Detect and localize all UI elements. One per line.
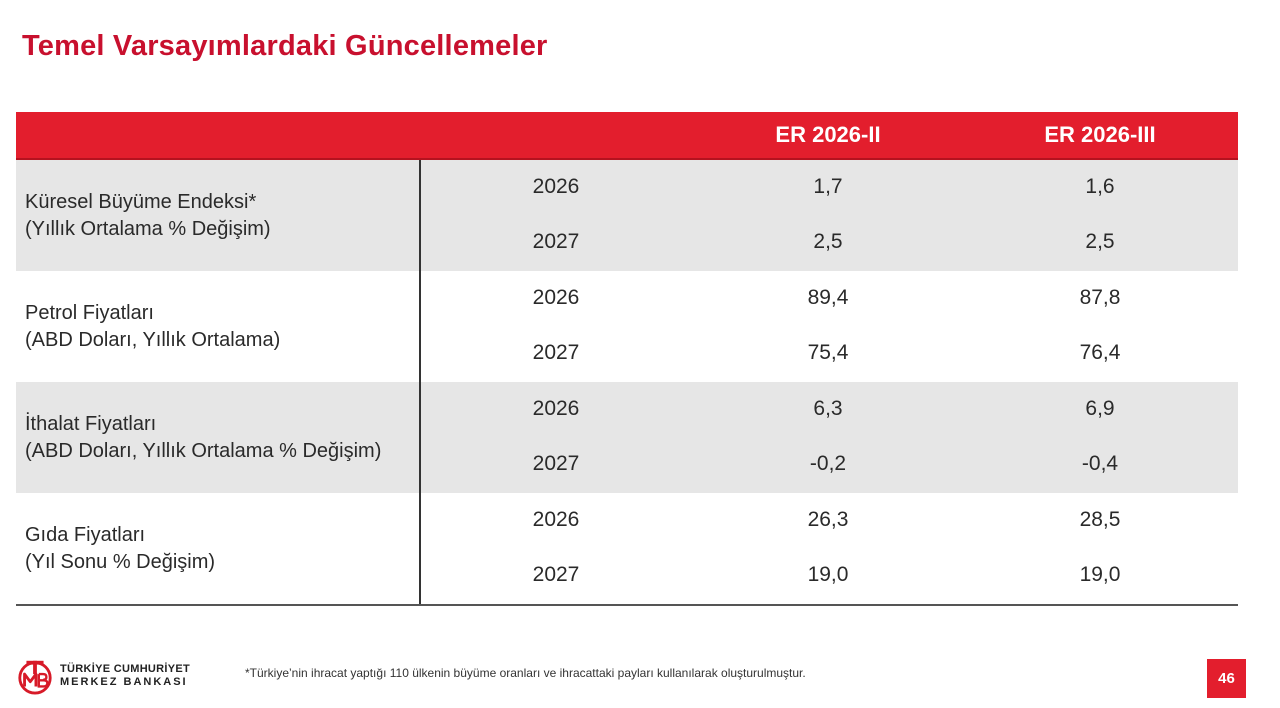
value-cell: 87,8 <box>1079 286 1121 309</box>
value-cell: -0,2 <box>809 452 847 475</box>
value-cell: 2,5 <box>813 230 843 253</box>
value-cell: 6,3 <box>813 397 843 420</box>
year-cell: 2027 <box>532 341 580 364</box>
year-cell: 2026 <box>532 286 580 309</box>
value-cell: 2,5 <box>1085 230 1115 253</box>
row-label-title: Küresel Büyüme Endeksi* <box>25 190 257 213</box>
tcmb-logo-icon <box>18 660 52 695</box>
page-number: 46 <box>1207 659 1246 698</box>
table-header: ER 2026-II ER 2026-III <box>16 112 1238 160</box>
year-cell: 2026 <box>532 175 580 198</box>
logo-line-2: MERKEZ BANKASI <box>60 676 188 688</box>
row-label-subtitle: (Yıl Sonu % Değişim) <box>25 550 216 573</box>
assumptions-table: ER 2026-II ER 2026-III Küresel Büyüme En… <box>16 112 1238 606</box>
row-label: Petrol Fiyatları (ABD Doları, Yıllık Ort… <box>25 271 425 382</box>
value-cell: 1,6 <box>1085 175 1115 198</box>
year-cell: 2027 <box>532 563 580 586</box>
year-cell: 2027 <box>532 452 580 475</box>
value-cell: 19,0 <box>1079 563 1121 586</box>
table-group-global-growth: Küresel Büyüme Endeksi* (Yıllık Ortalama… <box>16 160 1238 271</box>
row-label-subtitle: (Yıllık Ortalama % Değişim) <box>25 217 271 240</box>
value-cell: 89,4 <box>807 286 849 309</box>
row-label-subtitle: (ABD Doları, Yıllık Ortalama) <box>25 328 281 351</box>
tcmb-logo: TÜRKİYE CUMHURİYET MERKEZ BANKASI <box>16 656 190 696</box>
row-label: Gıda Fiyatları (Yıl Sonu % Değişim) <box>25 493 425 604</box>
value-cell: -0,4 <box>1081 452 1119 475</box>
logo-line-1: TÜRKİYE CUMHURİYET <box>60 663 191 675</box>
year-cell: 2026 <box>532 397 580 420</box>
value-cell: 1,7 <box>813 175 843 198</box>
row-label: Küresel Büyüme Endeksi* (Yıllık Ortalama… <box>25 160 425 271</box>
column-divider <box>419 493 421 604</box>
logo-text: TÜRKİYE CUMHURİYET MERKEZ BANKASI <box>60 663 190 689</box>
row-label-title: İthalat Fiyatları <box>25 412 157 435</box>
column-divider <box>419 271 421 382</box>
table-group-import-prices: İthalat Fiyatları (ABD Doları, Yıllık Or… <box>16 382 1238 493</box>
row-label-title: Petrol Fiyatları <box>25 301 154 324</box>
year-cell: 2027 <box>532 230 580 253</box>
value-cell: 76,4 <box>1079 341 1121 364</box>
row-label-title: Gıda Fiyatları <box>25 523 146 546</box>
value-cell: 26,3 <box>807 508 849 531</box>
column-divider <box>419 382 421 493</box>
value-cell: 19,0 <box>807 563 849 586</box>
footnote: *Türkiye’nin ihracat yaptığı 110 ülkenin… <box>245 666 806 680</box>
page-title: Temel Varsayımlardaki Güncellemeler <box>22 30 548 62</box>
column-header-er-2026-iii: ER 2026-III <box>1044 122 1156 147</box>
year-cell: 2026 <box>532 508 580 531</box>
value-cell: 28,5 <box>1079 508 1121 531</box>
row-label: İthalat Fiyatları (ABD Doları, Yıllık Or… <box>25 382 425 493</box>
column-header-er-2026-ii: ER 2026-II <box>775 122 881 147</box>
table-group-oil-prices: Petrol Fiyatları (ABD Doları, Yıllık Ort… <box>16 271 1238 382</box>
table-group-food-prices: Gıda Fiyatları (Yıl Sonu % Değişim) 2026… <box>16 493 1238 604</box>
value-cell: 6,9 <box>1085 397 1115 420</box>
column-divider <box>419 160 421 271</box>
value-cell: 75,4 <box>807 341 849 364</box>
row-label-subtitle: (ABD Doları, Yıllık Ortalama % Değişim) <box>25 439 382 462</box>
table-bottom-border <box>16 604 1238 606</box>
